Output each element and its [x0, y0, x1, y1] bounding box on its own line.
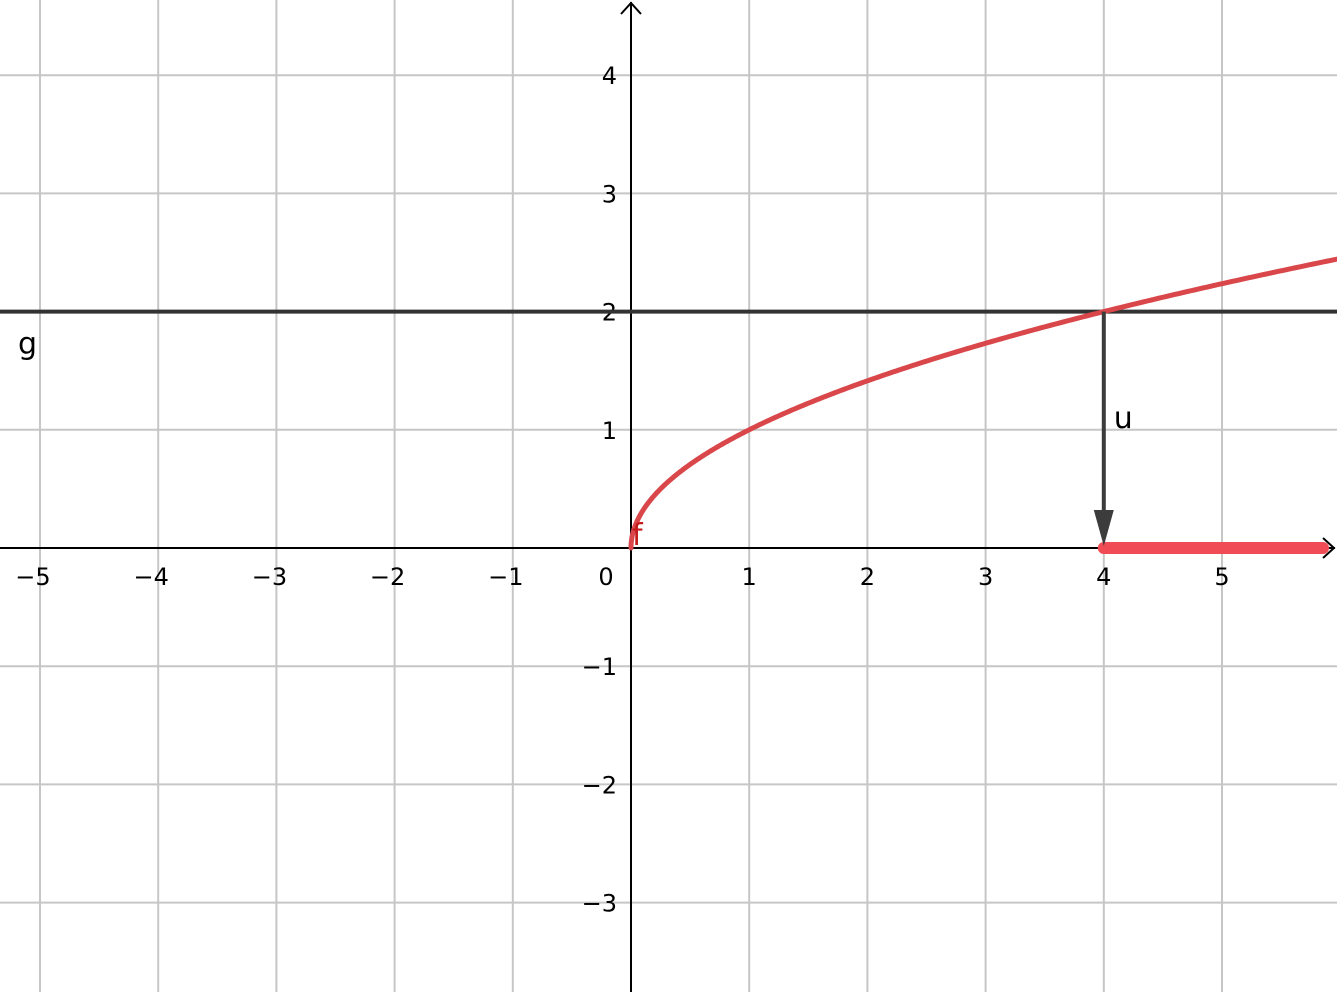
x-tick-label: −4: [134, 563, 169, 591]
vector-u-arrowhead: [1093, 510, 1114, 546]
x-tick-label: 5: [1214, 563, 1229, 591]
curve-f: [628, 256, 1337, 551]
x-axis-arrowhead: [1322, 537, 1336, 559]
y-axis-arrowhead: [620, 1, 642, 15]
x-tick-label: 3: [978, 563, 993, 591]
y-tick-label: 3: [602, 180, 617, 208]
label-u: u: [1114, 401, 1133, 436]
object-labels: g u f: [18, 327, 1133, 553]
x-tick-label: −1: [488, 563, 523, 591]
plot-objects: [0, 256, 1337, 554]
label-f: f: [632, 518, 644, 553]
x-tick-label: 4: [1096, 563, 1111, 591]
x-tick-label: −3: [252, 563, 287, 591]
y-tick-label: −3: [582, 890, 617, 918]
y-tick-label: −2: [582, 771, 617, 799]
y-tick-label: 1: [602, 417, 617, 445]
x-tick-label: −5: [15, 563, 50, 591]
x-tick-label: 2: [860, 563, 875, 591]
x-tick-label: −2: [370, 563, 405, 591]
label-g: g: [18, 327, 37, 362]
y-tick-label: −1: [582, 653, 617, 681]
x-tick-label: 0: [598, 563, 613, 591]
x-tick-label: 1: [742, 563, 757, 591]
y-tick-label: 4: [602, 62, 617, 90]
